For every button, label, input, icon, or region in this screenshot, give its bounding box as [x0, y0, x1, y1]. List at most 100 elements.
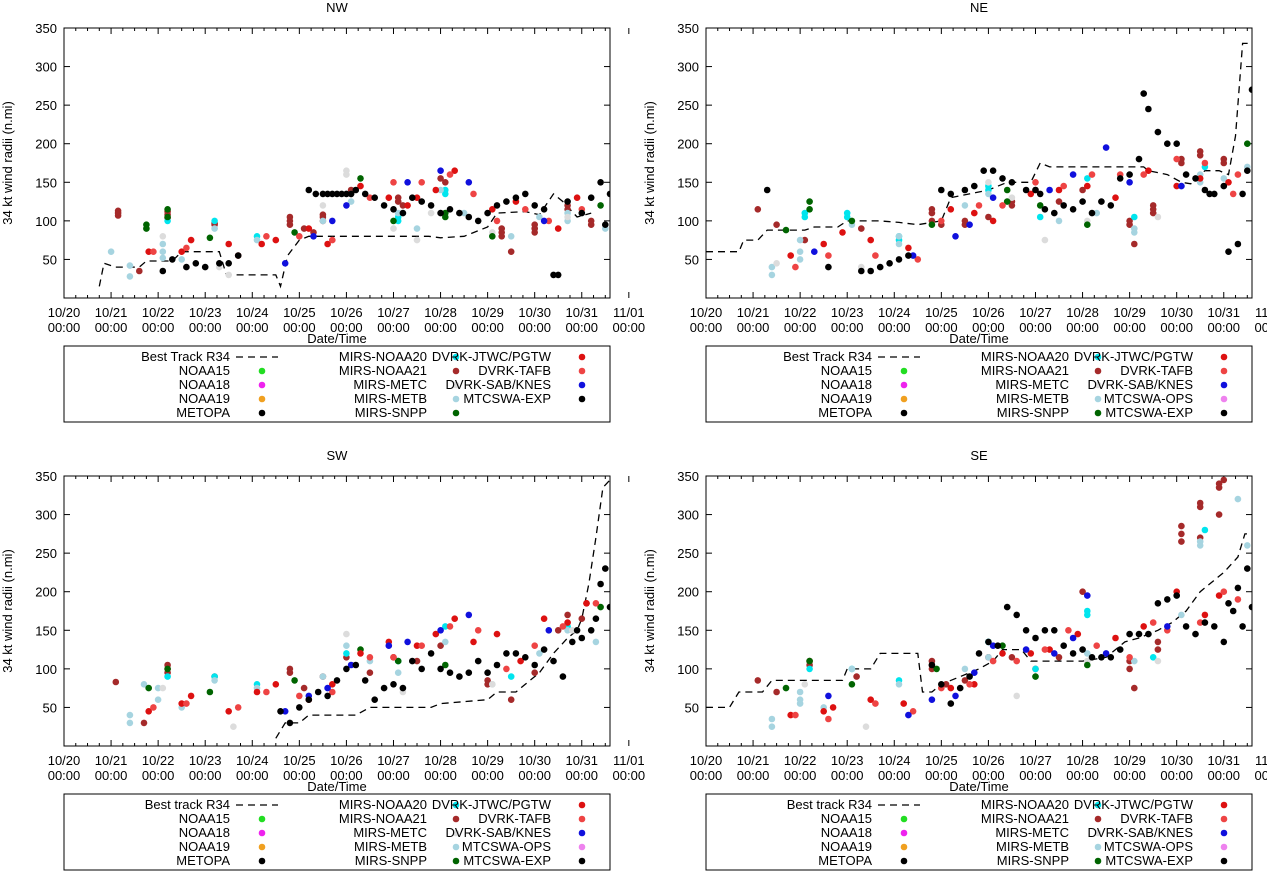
- legend-marker: [258, 367, 266, 375]
- point-dvrk-tafb: [470, 190, 477, 198]
- point-mirs-metb: [126, 273, 134, 280]
- point-mirs-snpp: [145, 684, 152, 692]
- point-dvrk-sab-knes: [825, 692, 832, 700]
- point-dvrk-tafb: [592, 600, 600, 607]
- point-metopa: [1008, 179, 1016, 186]
- point-dvrk-tafb: [909, 708, 917, 715]
- legend-label: NOAA15: [821, 811, 872, 826]
- legend-label: DVRK-SAB/KNES: [446, 377, 552, 392]
- point-dvrk-tafb: [296, 692, 303, 700]
- point-dvrk-jtwc-pgtw: [1027, 650, 1035, 657]
- point-mtcswa-exp: [484, 209, 491, 217]
- point-dvrk-tafb: [1220, 588, 1228, 595]
- point-dvrk-jtwc-pgtw: [187, 236, 195, 244]
- point-mtcswa-exp: [592, 615, 600, 622]
- point-mirs-noaa20: [1084, 611, 1091, 619]
- point-mirs-noaa20: [507, 673, 515, 680]
- point-mirs-metb: [394, 209, 402, 217]
- point-mtcswa-exp: [437, 209, 444, 217]
- point-mirs-metc: [427, 209, 435, 217]
- point-mirs-metb: [343, 642, 350, 649]
- point-mirs-noaa20: [801, 213, 809, 221]
- point-mirs-metb: [1093, 209, 1100, 217]
- point-mtcswa-exp: [606, 190, 610, 198]
- point-mirs-noaa21: [1131, 240, 1138, 248]
- x-tick-label: 10/30 00:00: [518, 305, 551, 335]
- point-mirs-snpp: [1036, 202, 1044, 209]
- panel-sw: SW 50 100 150 200 250 300 350 10/20 00:00 10/21 00:…: [0, 448, 645, 871]
- x-tick-label: 10/29 00:00: [1113, 305, 1146, 335]
- point-metopa: [296, 704, 303, 711]
- point-mirs-noaa21: [413, 657, 421, 665]
- point-mtcswa-exp: [1173, 140, 1180, 147]
- legend-marker: [1094, 395, 1102, 403]
- point-mirs-metc: [390, 225, 397, 232]
- point-mtcswa-exp: [540, 646, 548, 653]
- point-mirs-snpp: [442, 213, 449, 221]
- point-mirs-noaa21: [985, 213, 992, 221]
- point-dvrk-jtwc-pgtw: [178, 700, 185, 707]
- point-dvrk-jtwc-pgtw: [820, 708, 827, 715]
- y-tick-label: 300: [35, 60, 57, 75]
- y-tick-label: 250: [677, 98, 699, 113]
- y-tick-label: 100: [35, 214, 57, 229]
- point-mtcswa-exp: [1182, 623, 1190, 630]
- point-mirs-metb: [895, 681, 903, 688]
- point-mtcswa-exp: [427, 202, 435, 209]
- point-metopa: [971, 182, 978, 190]
- point-mtcswa-exp: [1192, 175, 1199, 182]
- point-dvrk-jtwc-pgtw: [971, 681, 978, 688]
- point-mtcswa-exp: [474, 217, 482, 225]
- point-mirs-metb: [768, 271, 776, 279]
- point-mtcswa-exp: [409, 657, 416, 665]
- point-mtcswa-exp: [578, 634, 586, 642]
- plot-frame: [705, 27, 1253, 299]
- y-tick-label: 200: [677, 585, 699, 600]
- point-dvrk-tafb: [1201, 159, 1209, 167]
- point-metopa: [989, 167, 997, 174]
- point-mtcswa-exp: [602, 221, 609, 228]
- point-mtcswa-exp: [573, 627, 581, 634]
- point-dvrk-sab-knes: [1051, 650, 1058, 657]
- point-mirs-noaa21: [531, 669, 538, 676]
- y-tick-label: 250: [35, 546, 57, 561]
- point-mtcswa-exp: [1060, 202, 1067, 209]
- x-tick-label: 10/26 00:00: [972, 753, 1005, 783]
- point-dvrk-jtwc-pgtw: [145, 708, 152, 715]
- legend-label: NOAA18: [179, 377, 230, 392]
- point-dvrk-sab-knes: [347, 661, 355, 669]
- point-dvrk-tafb: [872, 252, 879, 259]
- x-tick-label: 10/28 00:00: [424, 305, 457, 335]
- point-dvrk-sab-knes: [545, 627, 553, 634]
- point-mirs-metb: [768, 723, 776, 730]
- legend-label: DVRK-TAFB: [478, 363, 551, 378]
- plot-area: [706, 42, 1252, 279]
- legend-marker: [578, 857, 586, 865]
- y-tick-label: 100: [35, 662, 57, 677]
- point-mtcswa-exp: [522, 654, 529, 661]
- point-mtcswa-exp: [597, 580, 604, 588]
- y-tick-label: 250: [677, 546, 699, 561]
- point-mirs-metc: [1013, 692, 1020, 700]
- legend-label: DVRK-JTWC/PGTW: [1074, 349, 1194, 364]
- point-mtcswa-exp: [1244, 167, 1251, 174]
- point-mtcswa-exp: [399, 209, 407, 217]
- point-mirs-snpp: [1003, 186, 1011, 194]
- legend-label: MTCSWA-OPS: [1104, 391, 1193, 406]
- point-mtcswa-exp: [512, 650, 520, 657]
- x-tick-label: 10/24 00:00: [878, 753, 911, 783]
- point-dvrk-tafb: [263, 233, 270, 240]
- point-dvrk-jtwc-pgtw: [1084, 182, 1091, 190]
- point-mirs-noaa20: [1032, 665, 1039, 673]
- point-mtcswa-exp: [1107, 654, 1115, 661]
- point-metopa: [1032, 634, 1039, 642]
- x-tick-label: 10/21 00:00: [95, 753, 128, 783]
- point-mtcswa-exp: [427, 650, 435, 657]
- point-dvrk-jtwc-pgtw: [1074, 630, 1082, 638]
- point-mirs-snpp: [597, 202, 604, 209]
- point-mirs-noaa21: [399, 202, 407, 209]
- legend-label: DVRK-JTWC/PGTW: [432, 349, 552, 364]
- point-mtcswa-exp: [1022, 186, 1030, 194]
- x-axis-label: Date/Time: [307, 779, 366, 794]
